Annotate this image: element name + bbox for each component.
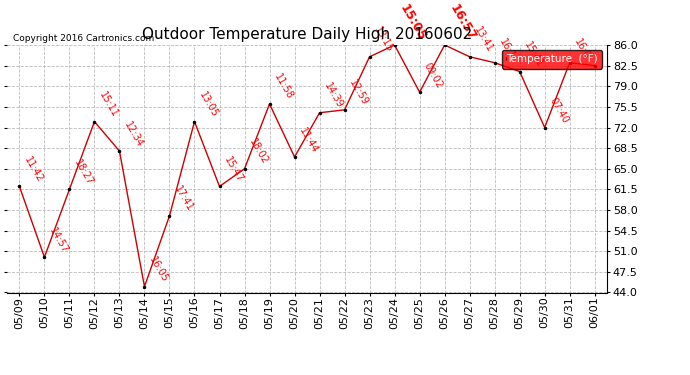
Text: 11:42: 11:42 bbox=[22, 155, 45, 184]
Text: 11:44: 11:44 bbox=[297, 126, 319, 154]
Text: 13:05: 13:05 bbox=[197, 90, 219, 119]
Text: 09:02: 09:02 bbox=[422, 61, 445, 90]
Text: 15:05: 15:05 bbox=[397, 2, 428, 43]
Text: 07:40: 07:40 bbox=[547, 96, 570, 125]
Text: 13:41: 13:41 bbox=[472, 26, 495, 54]
Text: 15:41: 15:41 bbox=[522, 40, 545, 69]
Text: 12:34: 12:34 bbox=[122, 120, 145, 149]
Text: 16:57: 16:57 bbox=[447, 2, 478, 43]
Legend: Temperature  (°F): Temperature (°F) bbox=[502, 50, 602, 69]
Text: 18:27: 18:27 bbox=[72, 158, 95, 187]
Text: 16:0: 16:0 bbox=[572, 37, 591, 60]
Text: 16:05: 16:05 bbox=[147, 255, 170, 284]
Text: 13:15: 13:15 bbox=[372, 25, 395, 54]
Text: 14:57: 14:57 bbox=[47, 225, 70, 255]
Text: 18:02: 18:02 bbox=[247, 137, 270, 166]
Text: 15:11: 15:11 bbox=[97, 90, 119, 119]
Text: 17:41: 17:41 bbox=[172, 184, 195, 213]
Text: 11:58: 11:58 bbox=[272, 72, 295, 102]
Text: Copyright 2016 Cartronics.com: Copyright 2016 Cartronics.com bbox=[13, 33, 154, 42]
Text: 12:59: 12:59 bbox=[347, 78, 370, 108]
Title: Outdoor Temperature Daily High 20160602: Outdoor Temperature Daily High 20160602 bbox=[142, 27, 472, 42]
Text: 15:47: 15:47 bbox=[222, 155, 245, 184]
Text: 16:1: 16:1 bbox=[497, 37, 517, 60]
Text: 14:39: 14:39 bbox=[322, 81, 344, 110]
